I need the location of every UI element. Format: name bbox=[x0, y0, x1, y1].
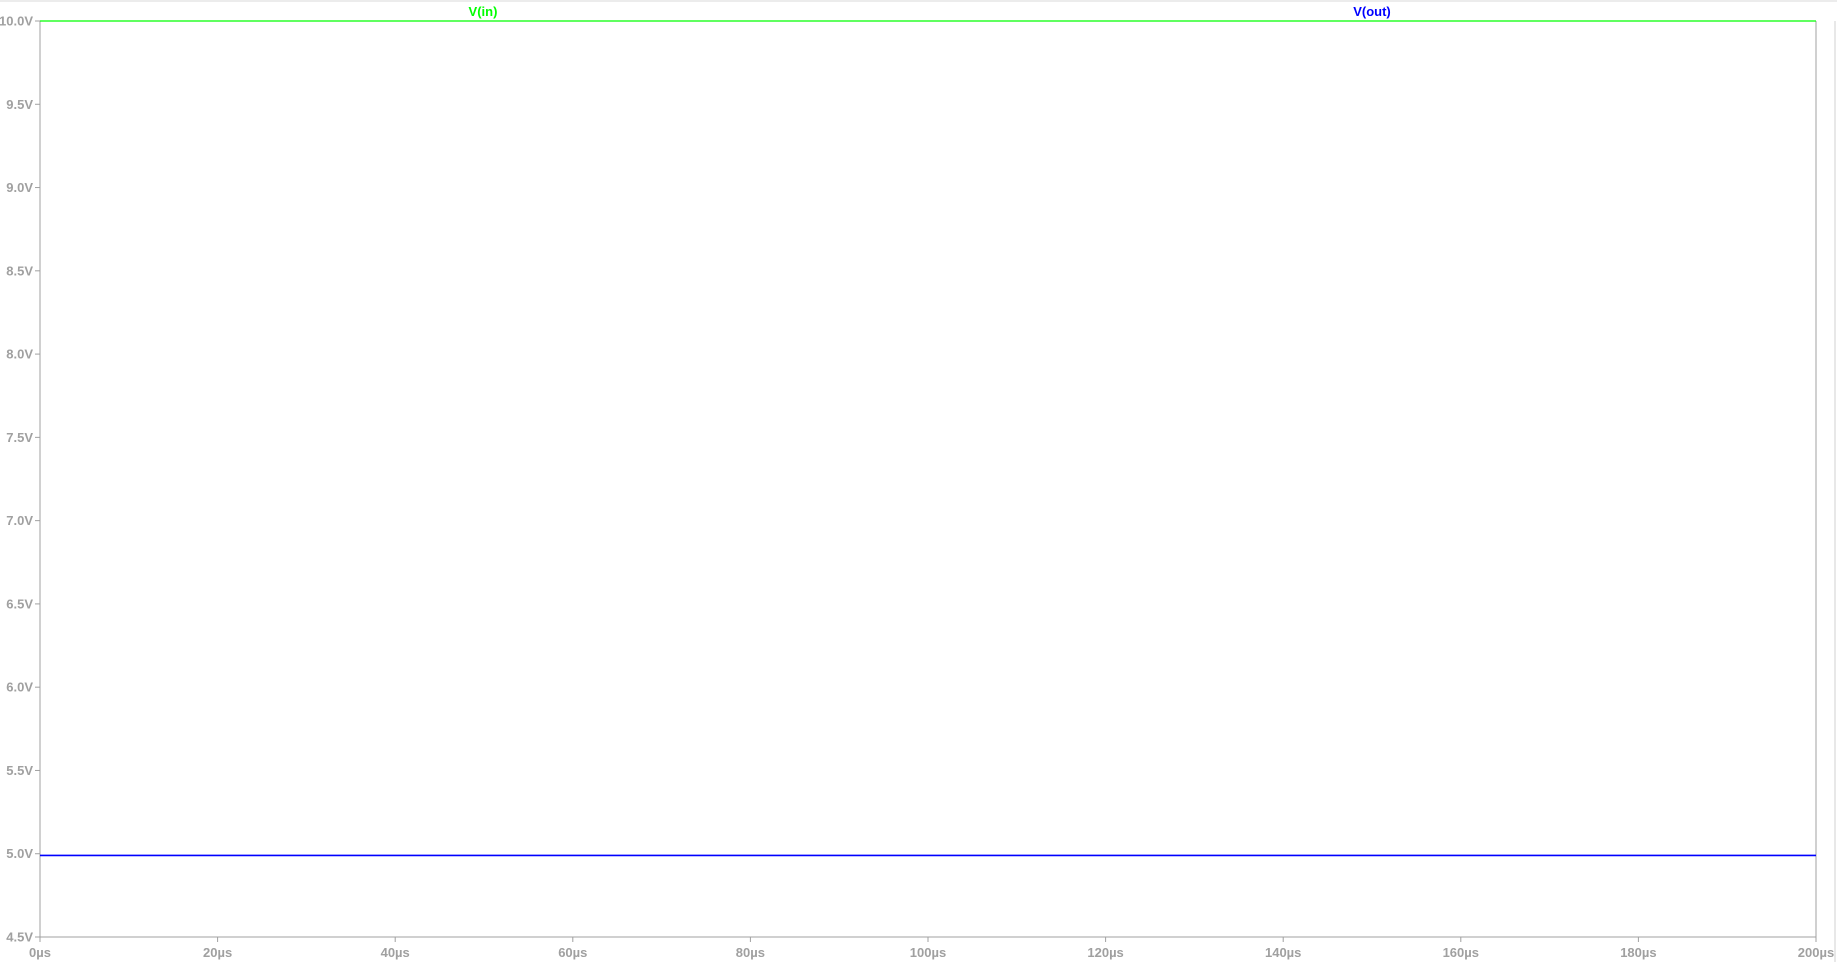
y-tick-label: 8.5V bbox=[6, 263, 33, 278]
y-tick-label: 4.5V bbox=[6, 930, 33, 945]
y-tick-label: 8.0V bbox=[6, 347, 33, 362]
legend-layer: V(in) V(out) bbox=[469, 4, 1391, 19]
x-tick-label: 60µs bbox=[558, 945, 587, 960]
x-tick-label: 140µs bbox=[1265, 945, 1301, 960]
y-tick-label: 5.5V bbox=[6, 763, 33, 778]
x-tick-label: 160µs bbox=[1443, 945, 1479, 960]
series-layer bbox=[40, 20, 1816, 857]
x-tick-label: 120µs bbox=[1087, 945, 1123, 960]
x-tick-label: 200µs bbox=[1798, 945, 1834, 960]
x-tick-label: 80µs bbox=[736, 945, 765, 960]
y-tick-label: 6.0V bbox=[6, 680, 33, 695]
y-tick-label: 7.5V bbox=[6, 430, 33, 445]
y-tick-label: 10.0V bbox=[0, 14, 33, 29]
legend-label-v-out: V(out) bbox=[1353, 4, 1391, 19]
x-tick-label: 0µs bbox=[29, 945, 51, 960]
x-tick-label: 100µs bbox=[910, 945, 946, 960]
y-tick-label: 5.0V bbox=[6, 846, 33, 861]
x-tick-label: 180µs bbox=[1620, 945, 1656, 960]
x-tick-label: 20µs bbox=[203, 945, 232, 960]
x-tick-label: 40µs bbox=[381, 945, 410, 960]
y-tick-label: 6.5V bbox=[6, 596, 33, 611]
legend-label-v-in: V(in) bbox=[469, 4, 498, 19]
y-tick-label: 7.0V bbox=[6, 513, 33, 528]
y-tick-label: 9.5V bbox=[6, 97, 33, 112]
y-tick-label: 9.0V bbox=[6, 180, 33, 195]
